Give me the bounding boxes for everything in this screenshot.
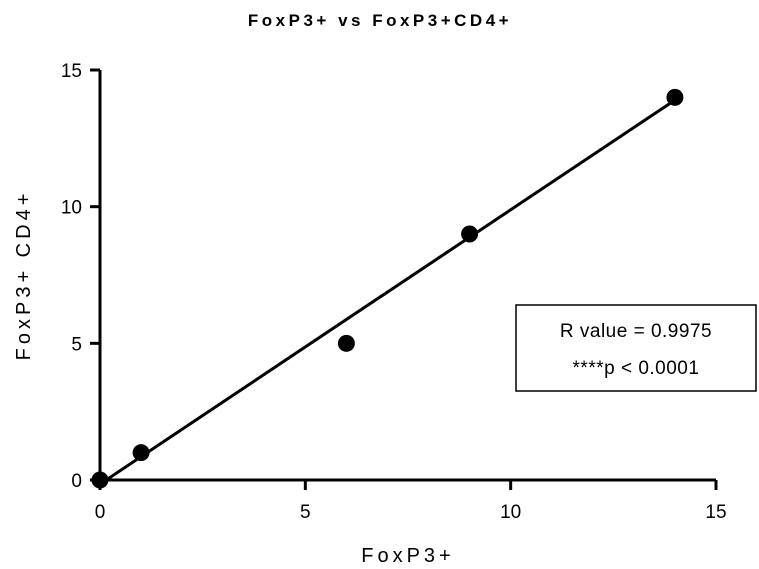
data-point-0	[91, 471, 109, 489]
data-point-2	[337, 334, 355, 352]
annotation-box	[515, 304, 757, 392]
p-value-text: ****p < 0.0001	[573, 358, 700, 379]
y-tick-label-3: 15	[61, 61, 82, 82]
stats-annotation: R value = 0.9975 ****p < 0.0001	[515, 304, 757, 392]
data-point-4	[666, 88, 684, 106]
axes	[98, 70, 716, 482]
y-tick-label-2: 10	[61, 198, 82, 219]
data-point-3	[461, 225, 479, 243]
x-tick-label-1: 5	[300, 502, 311, 523]
x-tick-label-2: 10	[500, 502, 521, 523]
y-tick-label-0: 0	[71, 471, 82, 492]
y-axis-label: FoxP3+ CD4+	[13, 190, 35, 361]
y-tick-label-1: 5	[71, 334, 82, 355]
data-point-1	[132, 444, 150, 462]
x-axis-label: FoxP3+	[361, 545, 454, 567]
regression-line	[99, 98, 676, 486]
r-value-text: R value = 0.9975	[560, 321, 712, 342]
data-points	[91, 88, 684, 489]
chart-title: FoxP3+ vs FoxP3+CD4+	[248, 11, 512, 30]
ticks: 0 5 10 15 0 5 10 15	[61, 61, 727, 523]
x-tick-label-3: 15	[705, 502, 726, 523]
x-tick-label-0: 0	[95, 502, 106, 523]
